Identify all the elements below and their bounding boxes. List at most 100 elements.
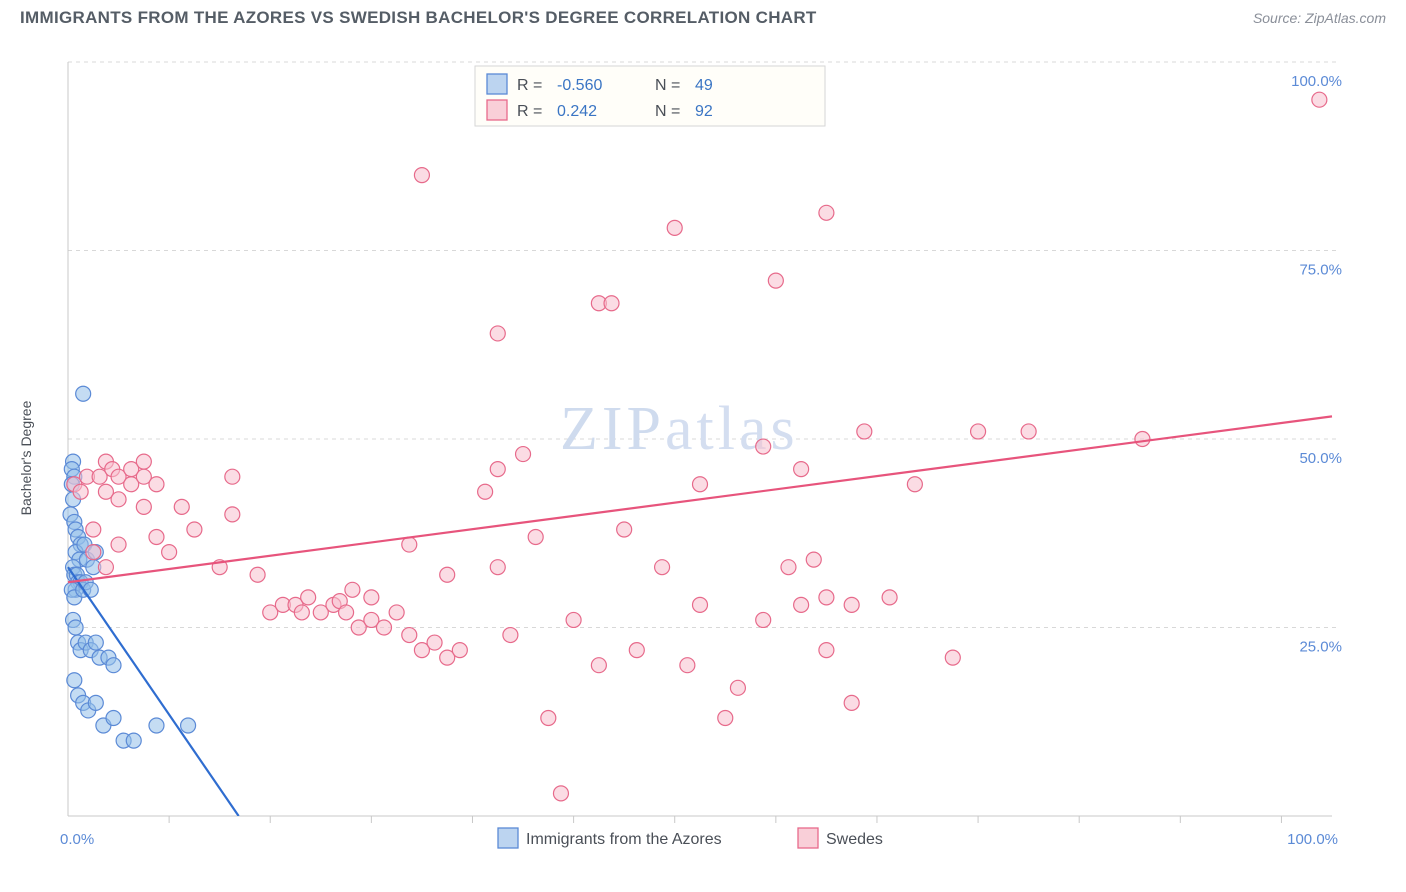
footer-series1: Immigrants from the Azores: [526, 831, 722, 848]
legend-r-value: -0.560: [557, 77, 602, 94]
data-point: [162, 545, 177, 560]
data-point: [76, 386, 91, 401]
legend-r-value: 0.242: [557, 103, 597, 120]
chart-area: Bachelor's Degree 25.0%50.0%75.0%100.0%0…: [20, 44, 1386, 872]
data-point: [402, 628, 417, 643]
data-point: [819, 590, 834, 605]
data-point: [98, 560, 113, 575]
legend-n-value: 92: [695, 103, 713, 120]
data-point: [844, 695, 859, 710]
data-point: [250, 567, 265, 582]
data-point: [83, 582, 98, 597]
data-point: [377, 620, 392, 635]
data-point: [339, 605, 354, 620]
footer-series2: Swedes: [826, 831, 883, 848]
data-point: [106, 658, 121, 673]
data-point: [187, 522, 202, 537]
data-point: [857, 424, 872, 439]
xtick-max: 100.0%: [1287, 831, 1338, 848]
data-point: [225, 469, 240, 484]
data-point: [781, 560, 796, 575]
source-label: Source: ZipAtlas.com: [1253, 10, 1386, 26]
data-point: [629, 643, 644, 658]
data-point: [490, 326, 505, 341]
ytick-label: 100.0%: [1291, 73, 1342, 90]
legend-swatch-pink: [487, 100, 507, 120]
data-point: [111, 492, 126, 507]
data-point: [149, 477, 164, 492]
data-point: [86, 545, 101, 560]
legend-n-label: N =: [655, 77, 680, 94]
data-point: [945, 650, 960, 665]
scatter-chart-svg: 25.0%50.0%75.0%100.0%0.0%100.0%ZIPatlasR…: [20, 44, 1360, 852]
data-point: [730, 680, 745, 695]
legend-n-label: N =: [655, 103, 680, 120]
data-point: [604, 296, 619, 311]
data-point: [1135, 432, 1150, 447]
data-point: [503, 628, 518, 643]
data-point: [364, 590, 379, 605]
data-point: [225, 507, 240, 522]
data-point: [591, 658, 606, 673]
data-point: [111, 537, 126, 552]
data-point: [440, 567, 455, 582]
ytick-label: 50.0%: [1299, 450, 1342, 467]
data-point: [541, 710, 556, 725]
legend-r-label: R =: [517, 77, 542, 94]
data-point: [553, 786, 568, 801]
data-point: [566, 612, 581, 627]
data-point: [106, 710, 121, 725]
data-point: [414, 168, 429, 183]
data-point: [301, 590, 316, 605]
data-point: [174, 499, 189, 514]
data-point: [478, 484, 493, 499]
data-point: [345, 582, 360, 597]
data-point: [528, 530, 543, 545]
data-point: [67, 673, 82, 688]
data-point: [427, 635, 442, 650]
data-point: [1312, 92, 1327, 107]
data-point: [794, 462, 809, 477]
data-point: [756, 612, 771, 627]
data-point: [136, 454, 151, 469]
data-point: [882, 590, 897, 605]
data-point: [806, 552, 821, 567]
footer-swatch-pink: [798, 828, 818, 848]
data-point: [86, 522, 101, 537]
xtick-min: 0.0%: [60, 831, 94, 848]
data-point: [971, 424, 986, 439]
data-point: [402, 537, 417, 552]
data-point: [768, 273, 783, 288]
data-point: [516, 447, 531, 462]
legend-swatch-blue: [487, 74, 507, 94]
legend-r-label: R =: [517, 103, 542, 120]
trend-line: [68, 567, 239, 816]
data-point: [88, 635, 103, 650]
data-point: [819, 205, 834, 220]
data-point: [68, 620, 83, 635]
data-point: [149, 530, 164, 545]
legend-n-value: 49: [695, 77, 713, 94]
y-axis-label: Bachelor's Degree: [18, 401, 34, 516]
data-point: [126, 733, 141, 748]
data-point: [389, 605, 404, 620]
data-point: [794, 597, 809, 612]
data-point: [667, 220, 682, 235]
data-point: [718, 710, 733, 725]
data-point: [73, 484, 88, 499]
ytick-label: 25.0%: [1299, 639, 1342, 656]
data-point: [181, 718, 196, 733]
data-point: [1021, 424, 1036, 439]
data-point: [490, 462, 505, 477]
data-point: [907, 477, 922, 492]
data-point: [680, 658, 695, 673]
data-point: [819, 643, 834, 658]
data-point: [655, 560, 670, 575]
data-point: [136, 499, 151, 514]
chart-title: IMMIGRANTS FROM THE AZORES VS SWEDISH BA…: [20, 8, 817, 28]
footer-swatch-blue: [498, 828, 518, 848]
data-point: [844, 597, 859, 612]
data-point: [294, 605, 309, 620]
data-point: [490, 560, 505, 575]
data-point: [693, 477, 708, 492]
